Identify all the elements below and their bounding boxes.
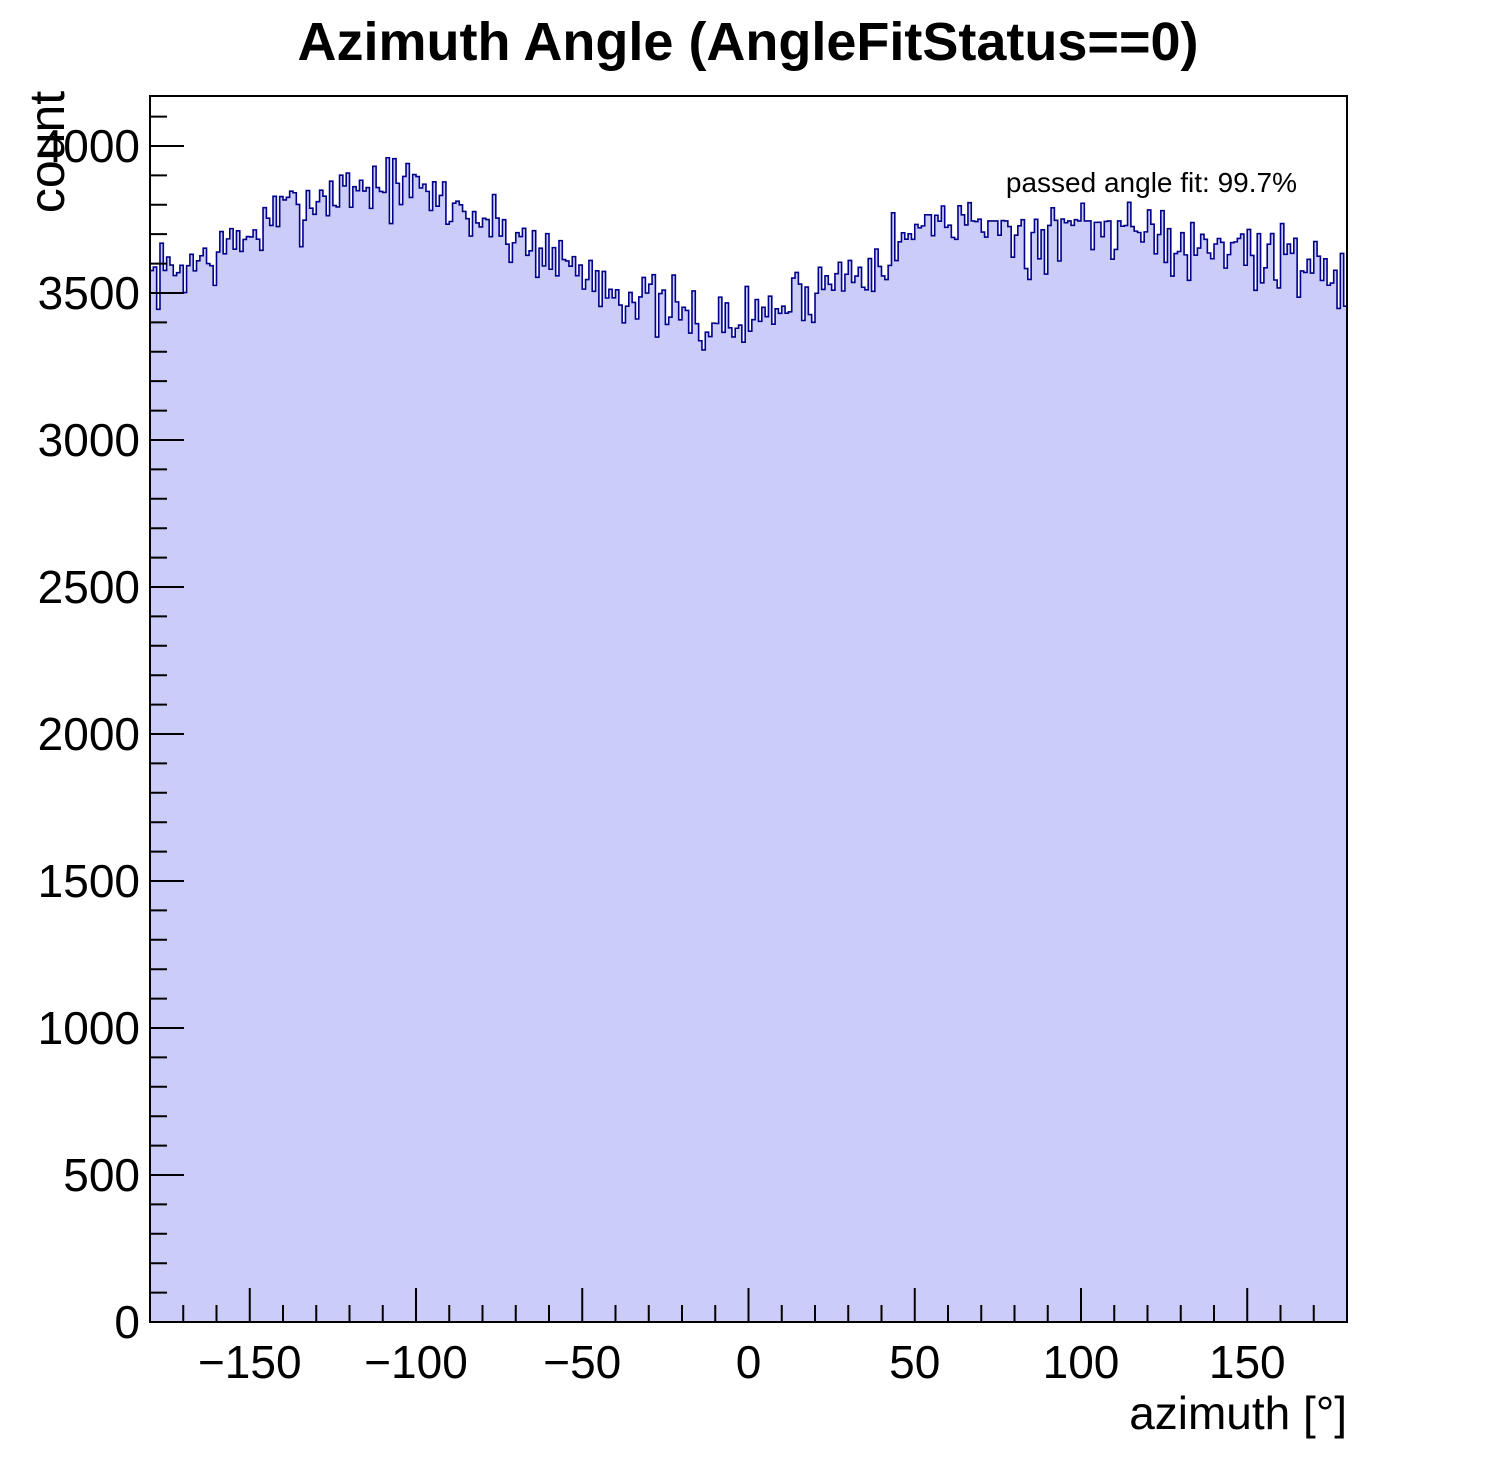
x-tick-label: 100 xyxy=(1043,1336,1120,1388)
x-tick-label: −50 xyxy=(543,1336,621,1388)
passed-angle-fit-label: passed angle fit: 99.7% xyxy=(1005,167,1297,198)
y-tick-label: 2500 xyxy=(38,561,140,613)
y-axis-title: count xyxy=(19,90,75,214)
y-tick-label: 1500 xyxy=(38,855,140,907)
plot-title: Azimuth Angle (AngleFitStatus==0) xyxy=(297,12,1199,72)
y-tick-label: 2000 xyxy=(38,708,140,760)
y-tick-label: 4000 xyxy=(38,120,140,172)
x-tick-label: 150 xyxy=(1209,1336,1286,1388)
y-tick-label: 1000 xyxy=(38,1002,140,1054)
y-tick-label: 3500 xyxy=(38,267,140,319)
histogram-fill xyxy=(150,157,1347,1323)
x-axis-title: azimuth [°] xyxy=(1129,1387,1347,1439)
x-tick-label: 50 xyxy=(889,1336,940,1388)
y-tick-label: 3000 xyxy=(38,414,140,466)
x-tick-label: −150 xyxy=(198,1336,302,1388)
x-tick-label: 0 xyxy=(736,1336,762,1388)
x-tick-label: −100 xyxy=(364,1336,468,1388)
histogram-outline xyxy=(150,156,1347,351)
y-tick-label: 500 xyxy=(63,1149,140,1201)
y-tick-label: 0 xyxy=(114,1296,140,1348)
